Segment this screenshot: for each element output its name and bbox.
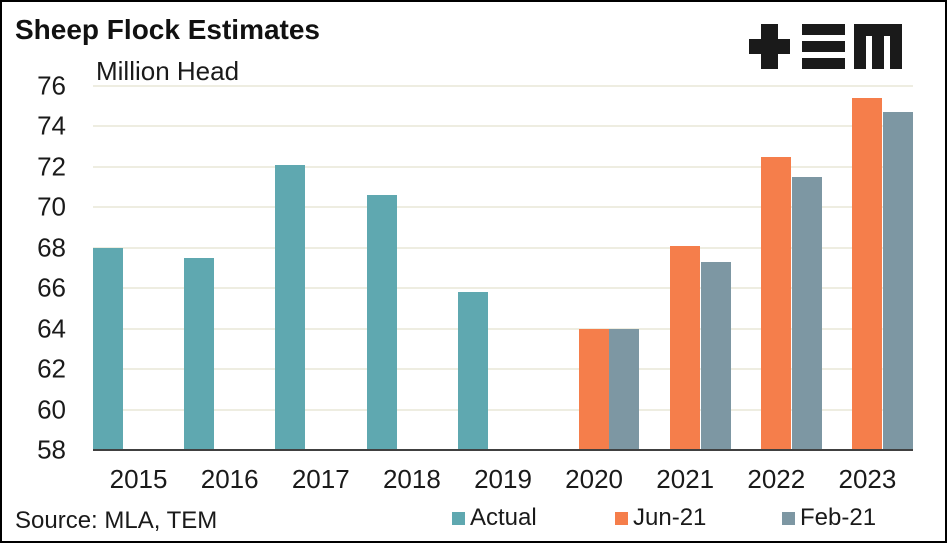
gridline [93, 287, 913, 290]
y-tick-label: 76 [37, 70, 66, 101]
x-tick-label: 2023 [838, 464, 897, 494]
triple-bar-icon [802, 24, 845, 69]
source-note: Source: MLA, TEM [15, 507, 218, 534]
gridline [93, 85, 913, 87]
legend-item-jun21: Jun-21 [615, 506, 706, 530]
x-tick-label: 2022 [747, 464, 806, 494]
bar-jun-21-2020 [579, 328, 610, 450]
bar-feb-21-2022 [791, 177, 822, 450]
y-tick-label: 74 [37, 110, 66, 141]
gridline [93, 368, 913, 371]
legend-swatch-actual [452, 511, 465, 525]
x-tick-label: 2016 [200, 464, 259, 494]
bar-feb-21-2021 [700, 261, 731, 450]
gridline [93, 327, 913, 330]
gridline [93, 125, 913, 128]
x-tick-label: 2015 [109, 464, 168, 494]
y-tick-label: 66 [37, 272, 66, 303]
bar-actual-2019 [457, 292, 488, 450]
legend-item-actual: Actual [452, 506, 537, 530]
x-tick-label: 2020 [565, 464, 624, 494]
bar-actual-2016 [184, 257, 215, 450]
gridline [93, 408, 913, 411]
gridline [93, 246, 913, 249]
gridline [93, 206, 913, 209]
bar-jun-21-2023 [852, 98, 883, 450]
bar-actual-2015 [93, 247, 124, 450]
bar-feb-21-2023 [882, 112, 913, 450]
y-tick-label: 68 [37, 232, 66, 263]
legend-label-jun21: Jun-21 [633, 504, 707, 531]
legend-item-feb21: Feb-21 [782, 506, 876, 530]
m-icon [854, 24, 902, 69]
x-tick-label: 2018 [382, 464, 441, 494]
gridline [93, 165, 913, 168]
y-tick-label: 62 [37, 353, 66, 384]
y-tick-label: 64 [37, 313, 66, 344]
legend-label-feb21: Feb-21 [800, 504, 877, 531]
bar-jun-21-2021 [670, 245, 701, 450]
y-tick-label: 72 [37, 151, 66, 182]
legend-swatch-feb21 [782, 511, 795, 525]
chart-title: Sheep Flock Estimates [15, 14, 321, 45]
x-tick-label: 2017 [291, 464, 350, 494]
y-tick-label: 70 [37, 191, 66, 222]
bar-actual-2018 [366, 195, 397, 450]
plus-icon [749, 24, 790, 69]
y-tick-label: 58 [37, 434, 66, 465]
bar-actual-2017 [275, 164, 306, 450]
y-axis-units-label: Million Head [96, 56, 240, 86]
tem-logo [749, 24, 902, 69]
y-tick-label: 60 [37, 394, 66, 425]
bar-feb-21-2020 [609, 328, 640, 450]
x-axis-line [93, 449, 913, 451]
legend-swatch-jun21 [615, 511, 628, 525]
x-tick-label: 2021 [656, 464, 715, 494]
bar-jun-21-2022 [761, 156, 792, 450]
legend-label-actual: Actual [470, 504, 537, 531]
x-tick-label: 2019 [474, 464, 532, 494]
